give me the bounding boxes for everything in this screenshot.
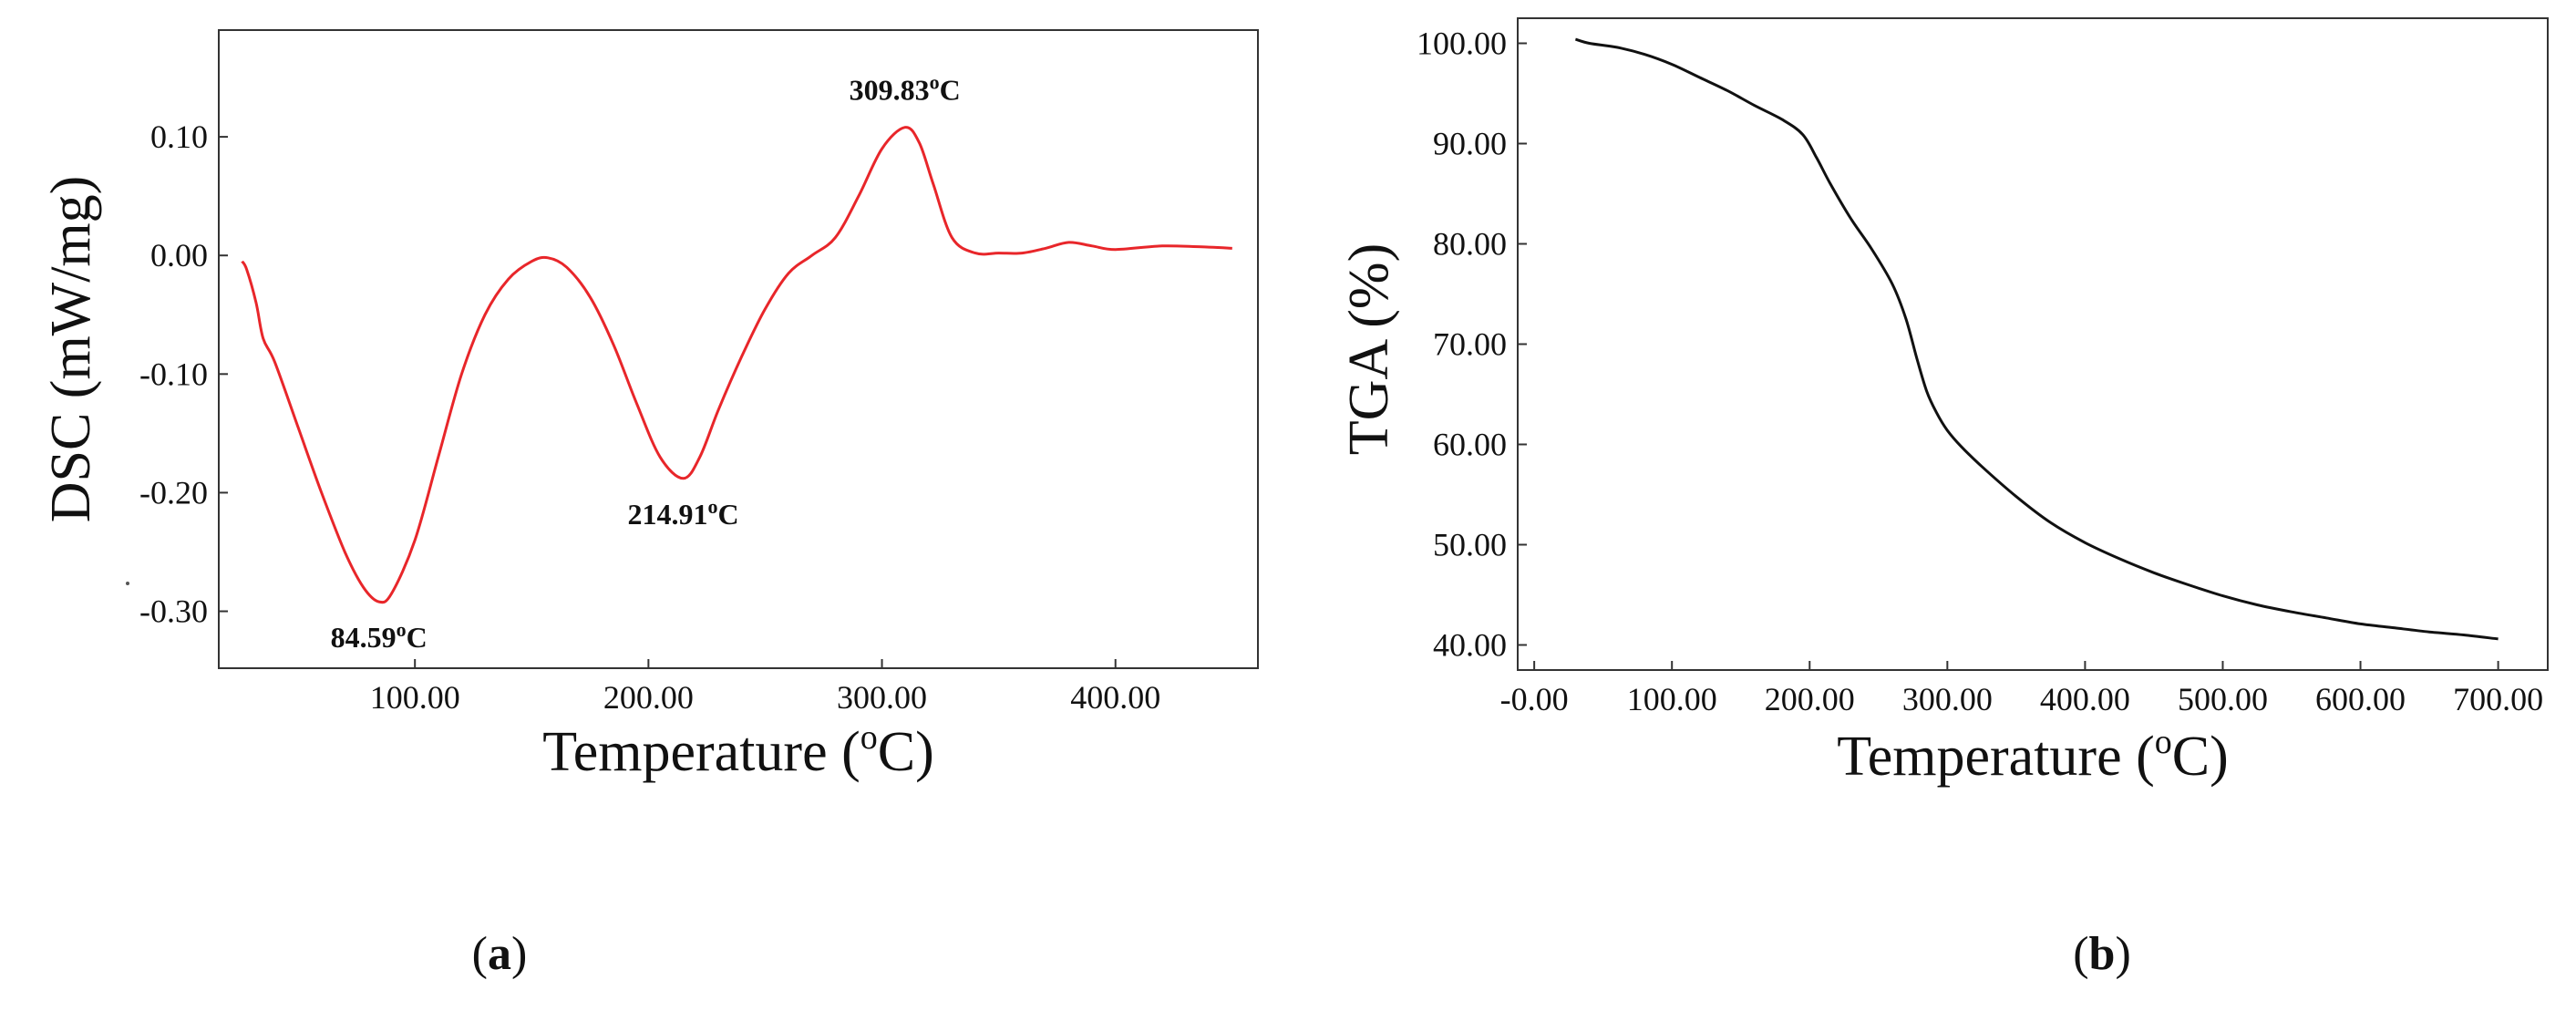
panel-letter: b <box>2089 928 2116 980</box>
panel-label-a: (a) <box>472 928 528 980</box>
peak-annotation: 309.83oC <box>850 71 961 107</box>
panel-open-paren: ( <box>472 928 488 980</box>
tga-x-tick-label: 100.00 <box>1627 681 1717 717</box>
peak-annotation: 84.59oC <box>331 618 428 654</box>
tga-x-tick-label: 600.00 <box>2315 681 2406 717</box>
dsc-y-tick-label: 0.10 <box>150 119 208 155</box>
tga-x-tick-label: -0.00 <box>1500 681 1569 717</box>
dsc-chart: 100.00 200.00 300.00 400.00 -0.30 -0.20 -0.10… <box>40 29 1259 783</box>
annotation-value: 309.83 <box>850 74 930 107</box>
annotation-value: 84.59 <box>331 621 397 654</box>
dsc-y-tick-label: -0.20 <box>139 474 208 510</box>
dsc-x-tick-label: 400.00 <box>1070 679 1160 716</box>
dsc-x-ticks: 100.00 200.00 300.00 400.00 <box>370 659 1160 716</box>
peak-annotation: 214.91oC <box>628 495 739 531</box>
dsc-x-tick-label: 300.00 <box>837 679 927 716</box>
panel-label-b: (b) <box>2073 928 2131 980</box>
dsc-x-tick-label: 200.00 <box>603 679 694 716</box>
tga-x-ticks: -0.00 100.00 200.00 300.00 400.00 500.00 600.0… <box>1500 661 2543 717</box>
annotation-degree-sup: o <box>397 618 407 641</box>
tga-series-line <box>1574 37 2499 641</box>
tga-x-axis-label: Temperature (oC) <box>1837 723 2229 788</box>
stray-dot <box>126 582 129 585</box>
tga-y-axis-label: TGA (%) <box>1338 243 1400 455</box>
tga-y-tick-label: 100.00 <box>1417 26 1507 62</box>
panel-letter: a <box>488 928 511 980</box>
tga-y-tick-label: 90.00 <box>1433 126 1507 162</box>
tga-y-ticks: 40.00 50.00 60.00 70.00 80.00 90.00 100.00 <box>1417 26 1527 664</box>
panel-open-paren: ( <box>2073 928 2088 980</box>
dsc-y-axis-label: DSC (mW/mg) <box>40 176 102 523</box>
x-label-text: Temperature ( <box>542 721 860 783</box>
tga-y-tick-label: 80.00 <box>1433 226 1507 263</box>
tga-plot-frame <box>1517 17 2549 671</box>
tga-x-tick-label: 200.00 <box>1765 681 1855 717</box>
tga-x-tick-label: 300.00 <box>1902 681 1993 717</box>
tga-x-tick-label: 700.00 <box>2453 681 2543 717</box>
x-label-unit: C) <box>2172 726 2229 788</box>
dsc-y-ticks: -0.30 -0.20 -0.10 0.00 0.10 <box>139 119 228 630</box>
annotation-unit: C <box>718 498 739 531</box>
x-label-unit: C) <box>878 721 934 783</box>
annotation-degree-sup: o <box>708 495 718 518</box>
dsc-y-tick-label: 0.00 <box>150 237 208 273</box>
tga-y-tick-label: 60.00 <box>1433 427 1507 463</box>
tga-chart: -0.00 100.00 200.00 300.00 400.00 500.00 600.0… <box>1338 17 2549 788</box>
dsc-x-axis-label: Temperature (oC) <box>542 718 934 783</box>
dsc-plot-frame <box>218 29 1259 669</box>
tga-x-tick-label: 400.00 <box>2040 681 2130 717</box>
panel-close-paren: ) <box>2115 928 2130 980</box>
annotation-unit: C <box>407 621 428 654</box>
annotation-value: 214.91 <box>628 498 708 531</box>
degree-sup: o <box>2155 723 2172 761</box>
dsc-x-tick-label: 100.00 <box>370 679 460 716</box>
panel-close-paren: ) <box>511 928 527 980</box>
tga-y-tick-label: 50.00 <box>1433 527 1507 563</box>
tga-y-tick-label: 40.00 <box>1433 627 1507 664</box>
tga-y-tick-label: 70.00 <box>1433 326 1507 363</box>
degree-sup: o <box>860 718 878 757</box>
tga-x-tick-label: 500.00 <box>2178 681 2268 717</box>
dsc-y-tick-label: -0.30 <box>139 593 208 630</box>
dsc-series-line <box>241 126 1232 604</box>
dsc-y-tick-label: -0.10 <box>139 356 208 392</box>
annotation-degree-sup: o <box>930 71 940 94</box>
x-label-text: Temperature ( <box>1837 726 2155 788</box>
annotation-unit: C <box>940 74 961 107</box>
